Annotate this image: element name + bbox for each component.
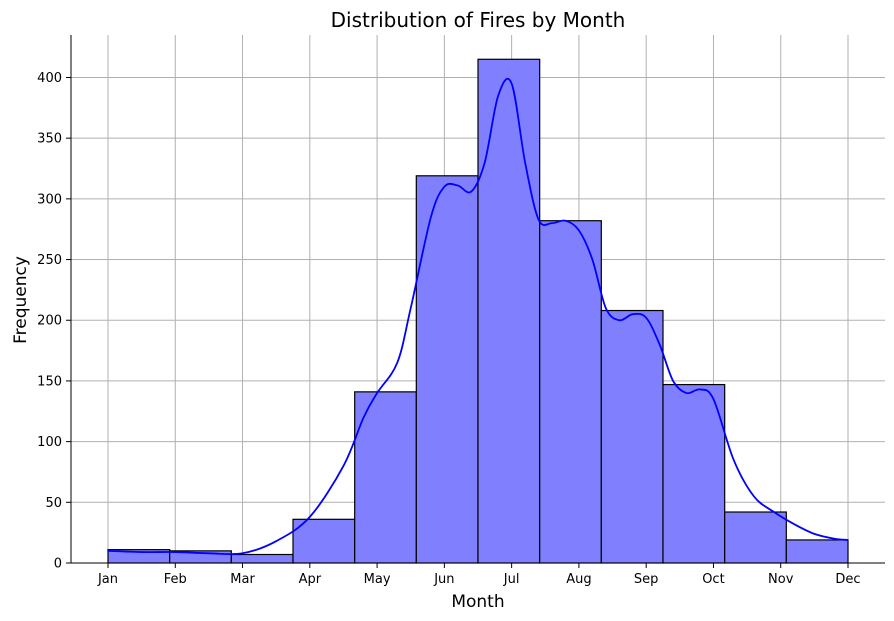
y-tick-label: 250 bbox=[37, 253, 62, 268]
histogram-bar bbox=[724, 511, 787, 564]
bars bbox=[107, 58, 849, 564]
histogram-bar bbox=[539, 220, 602, 564]
x-axis-label: Month bbox=[451, 592, 504, 612]
y-tick-label: 400 bbox=[37, 71, 62, 86]
y-tick-label: 150 bbox=[37, 374, 62, 389]
y-tick-label: 0 bbox=[54, 557, 62, 572]
histogram-bar bbox=[292, 518, 356, 564]
x-tick-label: Apr bbox=[299, 572, 322, 587]
axes bbox=[70, 35, 885, 564]
x-tick-label: Feb bbox=[164, 572, 187, 587]
x-tick-label: Jun bbox=[433, 572, 454, 587]
histogram-bar bbox=[600, 309, 664, 564]
x-axis-ticks: Jan Feb Mar Apr May Jun Jul Aug Sep Oct Nov Dec bbox=[97, 563, 861, 587]
histogram-bar bbox=[230, 553, 294, 564]
x-tick-label: Jan bbox=[97, 572, 118, 587]
kde-curve-group bbox=[107, 78, 849, 556]
y-tick-label: 100 bbox=[37, 435, 62, 450]
x-tick-label: Dec bbox=[835, 572, 860, 587]
x-tick-label: Jul bbox=[503, 572, 520, 587]
y-tick-label: 200 bbox=[37, 314, 62, 329]
kde-curve bbox=[107, 78, 849, 556]
y-axis-label: Frequency bbox=[11, 256, 31, 344]
y-tick-label: 350 bbox=[37, 132, 62, 147]
histogram-bar bbox=[662, 383, 726, 564]
histogram-bar bbox=[785, 539, 849, 564]
chart-title: Distribution of Fires by Month bbox=[331, 8, 626, 32]
x-tick-label: Mar bbox=[230, 572, 255, 587]
y-tick-label: 50 bbox=[45, 496, 62, 511]
histogram-bar bbox=[477, 58, 541, 564]
y-tick-label: 300 bbox=[37, 192, 62, 207]
x-tick-label: Nov bbox=[768, 572, 794, 587]
x-tick-label: May bbox=[364, 572, 391, 587]
x-tick-label: Aug bbox=[566, 572, 591, 587]
x-tick-label: Oct bbox=[702, 572, 724, 587]
x-tick-label: Sep bbox=[634, 572, 659, 587]
y-axis-ticks: 0 50 100 150 200 250 300 350 400 bbox=[37, 71, 71, 572]
histogram-bar bbox=[415, 175, 479, 564]
